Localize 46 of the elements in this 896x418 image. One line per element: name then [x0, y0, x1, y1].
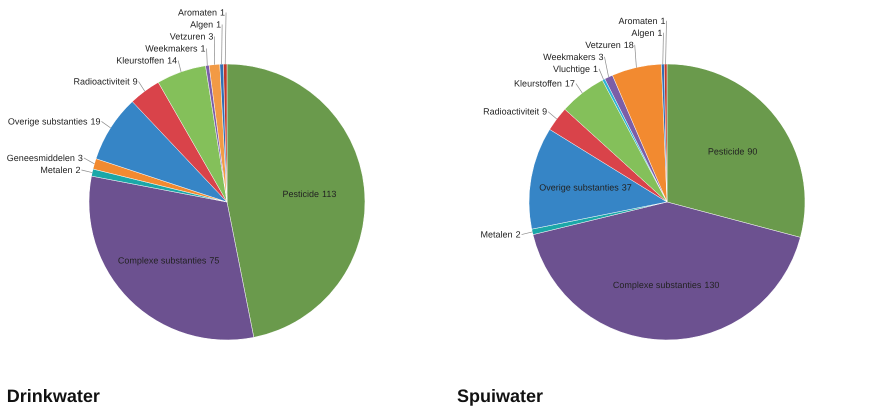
- slice-label: Complexe substanties: [612, 280, 702, 290]
- data-label: 9: [542, 106, 548, 117]
- data-label: 1: [220, 8, 226, 18]
- slice-label: Vluchtige: [552, 64, 590, 74]
- data-label: 2: [75, 164, 80, 175]
- data-label: 130: [704, 280, 720, 290]
- slice-label: Metalen: [480, 230, 513, 240]
- data-label: 14: [167, 56, 178, 66]
- slice-label: Complexe substanties: [118, 256, 207, 266]
- slice-label: Weekmakers: [543, 52, 596, 62]
- slice-label: Aromaten: [618, 16, 658, 26]
- slice-label: Overige substanties: [8, 116, 88, 126]
- text: Drinkwater: [6, 386, 100, 406]
- slice-label: Vetzuren: [585, 40, 621, 50]
- slice-label: Radioactiviteit: [483, 106, 540, 117]
- data-label: 9: [132, 76, 138, 87]
- data-label: 1: [216, 20, 222, 30]
- data-label: 18: [624, 40, 634, 50]
- slice-label: Algen: [190, 20, 214, 30]
- text: Spuiwater: [457, 386, 544, 406]
- data-label: 90: [747, 146, 758, 157]
- slice-label: Overige substanties: [539, 182, 620, 192]
- data-label: 3: [598, 52, 604, 62]
- slice-label: Weekmakers: [145, 44, 198, 54]
- data-label: 113: [322, 188, 336, 199]
- data-label: 75: [209, 256, 220, 266]
- data-label: 1: [593, 64, 598, 74]
- slice-label: Pesticide: [282, 188, 320, 199]
- slice-label: Radioactiviteit: [74, 76, 130, 87]
- data-label: 19: [90, 116, 100, 126]
- data-label: 37: [622, 182, 632, 192]
- slice-label: Aromaten: [178, 8, 218, 18]
- slice-label: Kleurstoffen: [514, 78, 562, 89]
- data-label: 3: [208, 32, 214, 42]
- data-label: 2: [516, 230, 521, 240]
- slice-label: Geneesmiddelen: [6, 152, 75, 163]
- slice-label: Pesticide: [708, 146, 744, 157]
- data-label: 17: [564, 78, 575, 89]
- data-label: 1: [200, 44, 206, 54]
- data-label: 3: [78, 152, 83, 163]
- slice-label: Vetzuren: [170, 32, 206, 42]
- data-label: 1: [657, 28, 662, 38]
- slice-label: Kleurstoffen: [116, 56, 164, 66]
- data-label: 1: [660, 16, 666, 26]
- slice-label: Algen: [631, 28, 654, 38]
- slice-label: Metalen: [40, 164, 72, 175]
